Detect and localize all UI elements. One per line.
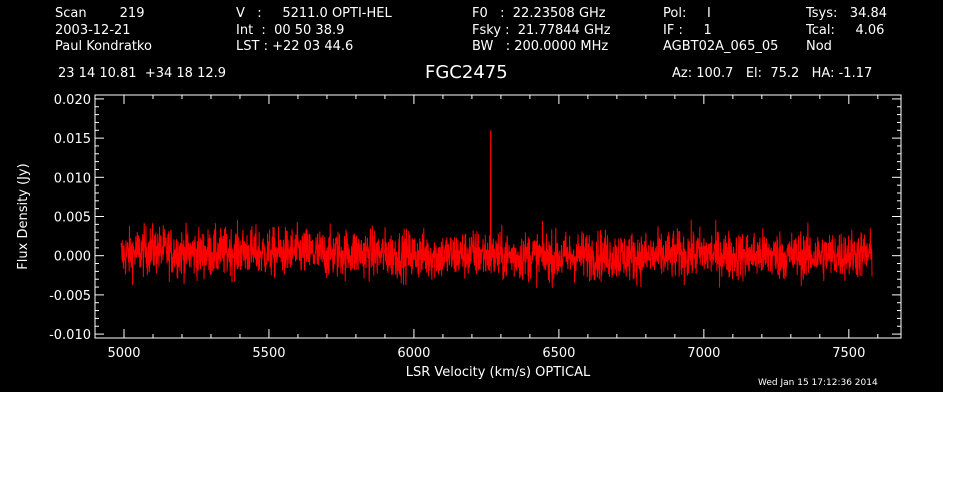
x-tick-label: 7500: [832, 346, 865, 361]
series-line: [120, 130, 873, 289]
y-tick-label: 0.005: [54, 211, 91, 226]
spectrum-chart: 5000 5500 6000 6500 7000 7500 -0.010 -0.005 0.00…: [16, 93, 902, 380]
y-tick-label: 0.000: [54, 250, 91, 265]
x-tick-label: 7000: [687, 346, 720, 361]
y-tick-label: -0.005: [49, 289, 91, 304]
mode-label: Nod: [806, 39, 832, 54]
timestamp-label: Wed Jan 15 17:12:36 2014: [758, 378, 878, 388]
tcal-label: Tcal: 4.06: [806, 23, 885, 38]
pointing-label: Az: 100.7 El: 75.2 HA: -1.17: [672, 66, 873, 81]
y-tick-label: 0.010: [54, 171, 91, 186]
plot-frame: [94, 94, 902, 339]
polarization-label: Pol: I: [663, 6, 711, 21]
x-axis-label: LSR Velocity (km/s) OPTICAL: [406, 365, 591, 380]
rest-frequency-label: F0 : 22.23508 GHz: [472, 6, 606, 21]
y-tick-label: -0.010: [49, 328, 91, 343]
observer-label: Paul Kondratko: [55, 39, 152, 54]
tsys-label: Tsys: 34.84: [806, 6, 888, 21]
bandwidth-label: BW : 200.0000 MHz: [472, 39, 609, 54]
scan-label: Scan 219: [55, 6, 145, 21]
source-title: FGC2475: [425, 62, 508, 83]
velocity-label: V : 5211.0 OPTI-HEL: [236, 6, 392, 21]
y-tick-label: 0.015: [54, 132, 91, 147]
integration-label: Int : 00 50 38.9: [236, 23, 345, 38]
date-label: 2003-12-21: [55, 23, 131, 38]
x-tick-label: 5500: [252, 346, 285, 361]
x-tick-label: 6500: [542, 346, 575, 361]
x-tick-label: 5000: [107, 346, 140, 361]
y-tick-label: 0.020: [54, 93, 91, 108]
coordinates-label: 23 14 10.81 +34 18 12.9: [58, 66, 227, 81]
project-label: AGBT02A_065_05: [663, 39, 779, 54]
plot-panel: Scan 219 2003-12-21 Paul Kondratko V : 5…: [0, 0, 943, 392]
lst-label: LST : +22 03 44.6: [236, 39, 354, 54]
if-label: IF : 1: [663, 23, 712, 38]
series-layer: [120, 130, 873, 289]
axes-layer: 5000 5500 6000 6500 7000 7500 -0.010 -0.005 0.00…: [16, 93, 902, 380]
sky-frequency-label: Fsky : 21.77844 GHz: [472, 23, 611, 38]
y-axis-label: Flux Density (Jy): [16, 163, 31, 269]
x-tick-label: 6000: [397, 346, 430, 361]
